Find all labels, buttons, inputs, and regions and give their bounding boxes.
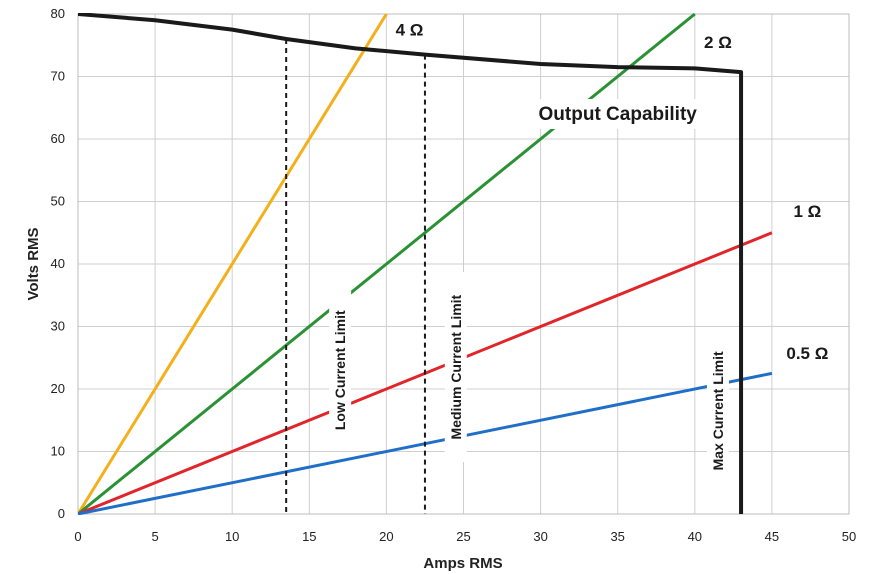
x-tick-label: 5 xyxy=(151,529,158,544)
current-limit-lines xyxy=(285,39,426,514)
y-tick-label: 40 xyxy=(51,256,65,271)
vline-label-bg xyxy=(706,334,729,487)
series-line-4-ohm xyxy=(78,13,388,515)
y-tick-label: 60 xyxy=(51,131,65,146)
y-tick-label: 0 xyxy=(58,506,65,521)
x-tick-label: 40 xyxy=(688,529,702,544)
y-axis-title: Volts RMS xyxy=(25,227,42,300)
x-tick-label: 35 xyxy=(610,529,624,544)
x-tick-label: 30 xyxy=(533,529,547,544)
x-axis-title: Amps RMS xyxy=(423,555,502,572)
y-tick-label: 70 xyxy=(51,69,65,84)
x-tick-label: 25 xyxy=(456,529,470,544)
annotation-0-5-ohm: 0.5 Ω xyxy=(786,344,828,363)
y-tick-label: 80 xyxy=(51,6,65,21)
y-tick-label: 10 xyxy=(51,444,65,459)
y-tick-label: 50 xyxy=(51,194,65,209)
x-tick-label: 20 xyxy=(379,529,393,544)
annotation-bg xyxy=(522,99,713,129)
x-tick-label: 0 xyxy=(74,529,81,544)
x-tick-label: 45 xyxy=(765,529,779,544)
series-line-2-ohm xyxy=(78,13,696,515)
x-tick-label: 50 xyxy=(842,529,856,544)
y-tick-label: 30 xyxy=(51,319,65,334)
y-tick-label: 20 xyxy=(51,381,65,396)
tick-layer: 0 5 10 15 20 25 30 35 40 45 50 0 10 20 30 40 50 60 70 80 xyxy=(51,6,857,544)
vline-label-max-current-limit: Max Current Limit xyxy=(710,351,726,470)
annotation-1-ohm: 1 Ω xyxy=(793,202,821,221)
vline-label-bg xyxy=(444,272,467,463)
x-tick-label: 15 xyxy=(302,529,316,544)
vline-label-low-current-limit: Low Current Limit xyxy=(332,310,348,430)
vline-label-medium-current-limit: Medium Current Limit xyxy=(448,294,464,439)
vline-label-bg xyxy=(329,291,352,450)
annotation-2-ohm: 2 Ω xyxy=(704,33,732,52)
plot-border xyxy=(77,13,850,515)
annotation-4-ohm: 4 Ω xyxy=(396,21,424,40)
annotation-output-capability: Output Capability xyxy=(539,104,698,125)
label-layer: Low Current Limit Medium Current Limit Max… xyxy=(329,21,828,487)
x-tick-label: 10 xyxy=(225,529,239,544)
